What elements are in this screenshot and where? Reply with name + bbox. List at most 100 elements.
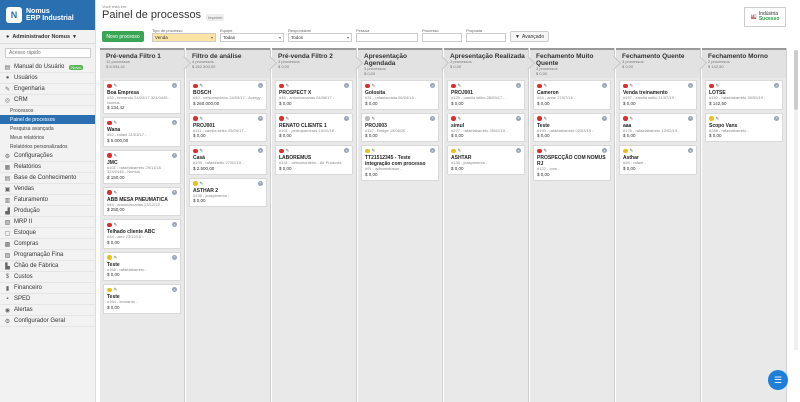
print-button[interactable]: Imprimir [206, 14, 225, 21]
quick-access-input[interactable] [5, 48, 91, 58]
close-icon[interactable]: × [602, 148, 607, 153]
edit-icon[interactable]: ✎ [113, 189, 118, 195]
process-card[interactable]: ✎ × Teste #190 - rafaelabarreto 02/03/19 - $… [533, 112, 611, 142]
crm-subitem[interactable]: Pesquisa avançada [10, 125, 54, 132]
process-card[interactable]: ✎ × JMC #101 - rafaelabarreto 29/11/18 324/… [103, 149, 181, 184]
crm-subitem[interactable]: Painel de processos [0, 115, 95, 124]
close-icon[interactable]: × [430, 115, 435, 121]
close-icon[interactable]: × [172, 152, 177, 158]
close-icon[interactable]: × [688, 115, 693, 121]
logo[interactable]: N Nomus ERP Industrial [0, 0, 95, 30]
sidebar-item[interactable]: ▤ Base de Conhecimento [0, 173, 95, 184]
process-card[interactable]: ✎ × PROJ001 #129 - camila seiko 28/09/17 - $… [447, 80, 525, 110]
close-icon[interactable]: × [688, 83, 693, 88]
close-icon[interactable]: × [602, 115, 607, 121]
process-card[interactable]: ✎ × LOTSE #192 - rafaelabarreto 30/05/19 - $… [705, 80, 783, 110]
edit-icon[interactable]: ✎ [285, 148, 290, 153]
process-card[interactable]: ✎ × Scopo Vans #288 - rafaelabarreto - $ 0,0… [705, 112, 783, 142]
edit-icon[interactable]: ✎ [199, 180, 204, 186]
sidebar-item[interactable]: ▧ MRP II [0, 217, 95, 228]
process-card[interactable]: ✎ × Teste #165 - rafaelabarreto - $ 0,00 [103, 251, 181, 281]
edit-icon[interactable]: ✎ [457, 148, 462, 153]
edit-icon[interactable]: ✎ [457, 83, 462, 88]
close-icon[interactable]: × [344, 148, 349, 153]
sidebar-item[interactable]: ▦ Relatórios [0, 162, 95, 173]
edit-icon[interactable]: ✎ [371, 148, 376, 153]
sidebar-item[interactable]: ● Usuários [0, 73, 95, 84]
sidebar-item[interactable]: ▙ Chão de Fábrica [0, 261, 95, 272]
close-icon[interactable]: × [602, 83, 607, 88]
close-icon[interactable]: × [430, 148, 435, 153]
edit-icon[interactable]: ✎ [629, 115, 634, 121]
equipe-select[interactable]: Todas ▾ [220, 33, 284, 42]
sidebar-item[interactable]: ▮ Financeiro [0, 283, 95, 294]
process-card[interactable]: ✎ × RENATO CLIENTE 1 #101 - pedropameras 19… [275, 112, 353, 142]
sidebar-item[interactable]: $ Custos [0, 272, 95, 283]
edit-icon[interactable]: ✎ [113, 120, 118, 125]
close-icon[interactable]: × [688, 148, 693, 153]
process-card[interactable]: ✎ × ASTHAR 2 #136 - jcaspimenta - $ 0,00 [189, 177, 267, 207]
close-icon[interactable]: × [774, 83, 779, 88]
close-icon[interactable]: × [344, 83, 349, 88]
process-card[interactable]: ✎ × BOSCH #40 - celsomonteiro 24/03/17 - Ac… [189, 80, 267, 110]
edit-icon[interactable]: ✎ [113, 254, 118, 260]
sidebar-item[interactable]: ▣ Vendas [0, 184, 95, 195]
edit-icon[interactable]: ✎ [543, 83, 548, 88]
edit-icon[interactable]: ✎ [629, 83, 634, 88]
edit-icon[interactable]: ✎ [543, 148, 548, 153]
edit-icon[interactable]: ✎ [371, 83, 376, 88]
close-icon[interactable]: × [172, 254, 177, 260]
edit-icon[interactable]: ✎ [199, 83, 204, 88]
user-menu[interactable]: ● Administrador Nomus ▾ [0, 30, 95, 44]
close-icon[interactable]: × [516, 148, 521, 153]
close-icon[interactable]: × [516, 115, 521, 121]
process-card[interactable]: ✎ × PROSPECÇÃO COM NOMUS RJ #122 - com - $ 0… [533, 145, 611, 181]
edit-icon[interactable]: ✎ [457, 115, 462, 121]
close-icon[interactable]: × [774, 115, 779, 121]
sidebar-item[interactable]: ▥ Faturamento [0, 195, 95, 206]
scrollbar[interactable] [794, 50, 798, 350]
pessoa-input[interactable] [356, 33, 418, 42]
close-icon[interactable]: × [516, 83, 521, 88]
proposta-input[interactable] [466, 33, 506, 42]
edit-icon[interactable]: ✎ [285, 83, 290, 88]
sidebar-item[interactable]: ▨ Programação Fina [0, 250, 95, 261]
process-card[interactable]: ✎ × Boa Empresa #33 - fernando 24/03/17 324… [103, 80, 181, 114]
process-card[interactable]: ✎ × ABB MESA PNEUMATICA #46 - antonioscaria… [103, 186, 181, 216]
crm-subitem[interactable]: Meus relatórios [10, 134, 45, 141]
sidebar-item[interactable]: ▢ Estoque [0, 228, 95, 239]
close-icon[interactable]: × [258, 83, 263, 88]
edit-icon[interactable]: ✎ [113, 152, 118, 158]
edit-icon[interactable]: ✎ [199, 115, 204, 121]
sidebar-item[interactable]: ⚙ Configurações [0, 151, 95, 162]
close-icon[interactable]: × [172, 83, 177, 88]
process-card[interactable]: ✎ × Teste #164 - leonardo - $ 0,00 [103, 284, 181, 314]
process-card[interactable]: ✎ × PROSPECT X #46 - antonioscarias 04/08/1… [275, 80, 353, 110]
sidebar-item[interactable]: ▪ SPED [0, 294, 95, 305]
close-icon[interactable]: × [172, 287, 177, 292]
sidebar-item[interactable]: ▩ Compras [0, 239, 95, 250]
close-icon[interactable]: × [172, 189, 177, 195]
sidebar-item[interactable]: ◉ Alertas [0, 305, 95, 316]
process-card[interactable]: ✎ × Cameron #24 - anne 27/07/16 - $ 0,00 [533, 80, 611, 110]
process-card[interactable]: ✎ × simul #277 - rafaelabarreto 25/02/19 - $… [447, 112, 525, 142]
processo-input[interactable] [422, 33, 462, 42]
scrollbar-thumb[interactable] [794, 50, 798, 110]
edit-icon[interactable]: ✎ [543, 115, 548, 121]
edit-icon[interactable]: ✎ [113, 287, 118, 292]
close-icon[interactable]: × [430, 83, 435, 88]
close-icon[interactable]: × [258, 148, 263, 153]
edit-icon[interactable]: ✎ [113, 222, 118, 227]
new-process-button[interactable]: Novo processo [102, 31, 144, 42]
close-icon[interactable]: × [344, 115, 349, 121]
crm-subitem[interactable]: Processos [10, 107, 34, 114]
process-card[interactable]: ✎ × Telhado cliente ABC #34 - alex 23/12/15… [103, 219, 181, 249]
advanced-filter-button[interactable]: ▼ Avançado [510, 31, 550, 42]
process-card[interactable]: ✎ × PROJ003 #112 - Bridge 19/06/20 - $ 0,00 [361, 112, 439, 142]
sidebar-item[interactable]: ▟ Produção [0, 206, 95, 217]
sidebar-item[interactable]: ⚙ Configurador Geral [0, 316, 95, 327]
process-card[interactable]: ✎ × Wana #52 - rafael 31/03/17 - $ 5.000,00 [103, 117, 181, 147]
sidebar-item[interactable]: ▤ Manual do Usuário Novo [0, 62, 95, 73]
edit-icon[interactable]: ✎ [199, 148, 204, 153]
edit-icon[interactable]: ✎ [629, 148, 634, 153]
